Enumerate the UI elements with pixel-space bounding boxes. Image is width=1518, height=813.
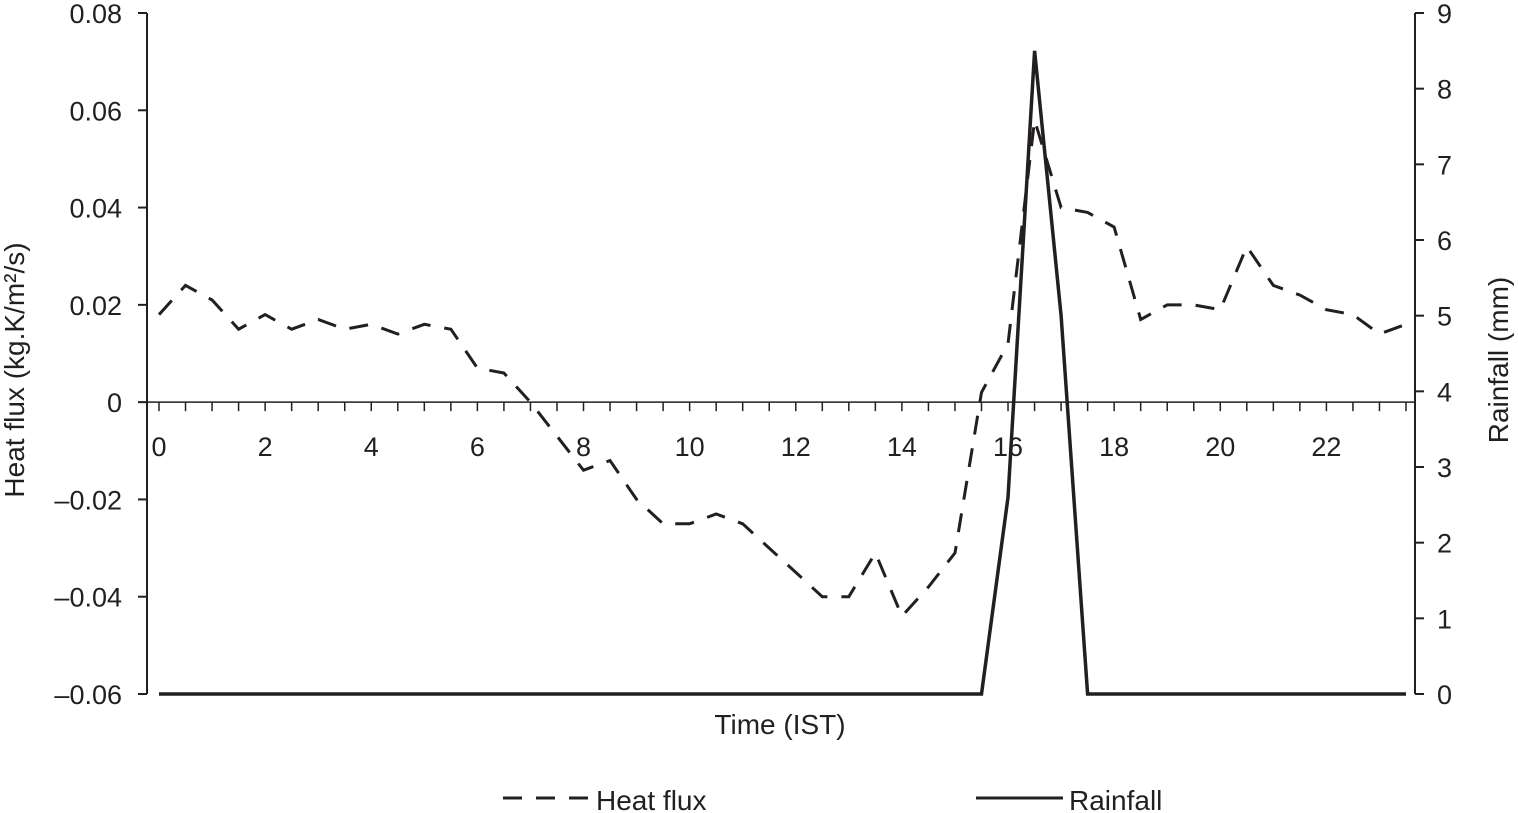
left-axis-tick-label: 0.04 [69, 194, 122, 224]
legend-heat-flux-label: Heat flux [596, 785, 707, 813]
right-axis-tick-label: 8 [1437, 75, 1452, 105]
legend: Heat flux Rainfall [503, 785, 1162, 813]
right-axis-tick-label: 7 [1437, 150, 1452, 180]
right-axis: 9 8 7 6 5 4 3 2 1 0 [1414, 0, 1452, 710]
legend-rainfall-label: Rainfall [1069, 785, 1162, 813]
right-axis-tick-label: 0 [1437, 680, 1452, 710]
x-axis-tick-label: 8 [576, 432, 591, 462]
right-axis-tick-label: 5 [1437, 302, 1452, 332]
series-line-rainfall [159, 50, 1406, 696]
left-axis-tick-label: 0 [107, 388, 122, 418]
left-axis: 0.08 0.06 0.04 0.02 0 –0.02 –0.04 –0.06 [54, 0, 148, 710]
x-axis-title: Time (IST) [714, 709, 845, 740]
right-axis-tick-label: 9 [1437, 0, 1452, 29]
y-axis-left-title: Heat flux (kg.K/m²/s) [0, 242, 30, 497]
x-axis-tick-label: 10 [675, 432, 705, 462]
x-axis-tick-label: 2 [258, 432, 273, 462]
right-axis-tick-label: 1 [1437, 604, 1452, 634]
x-axis-tick-label: 22 [1311, 432, 1341, 462]
right-axis-tick-label: 3 [1437, 453, 1452, 483]
right-axis-tick-label: 6 [1437, 226, 1452, 256]
x-axis-tick-label: 16 [993, 432, 1023, 462]
y-axis-right-title: Rainfall (mm) [1483, 277, 1514, 443]
right-axis-tick-label: 2 [1437, 529, 1452, 559]
x-axis-tick-label: 6 [470, 432, 485, 462]
x-axis-tick-label: 0 [151, 432, 166, 462]
left-axis-tick-label: –0.06 [54, 680, 122, 710]
x-axis-tick-label: 4 [364, 432, 379, 462]
left-axis-tick-label: –0.02 [54, 485, 122, 515]
x-axis-tick-label: 14 [887, 432, 917, 462]
x-axis-tick-label: 18 [1099, 432, 1129, 462]
left-axis-tick-label: 0.02 [69, 291, 122, 321]
x-axis: 0 2 4 6 8 10 12 14 16 18 20 22 [147, 401, 1415, 462]
x-axis-tick-label: 12 [781, 432, 811, 462]
right-axis-tick-label: 4 [1437, 377, 1452, 407]
left-axis-tick-label: 0.06 [69, 96, 122, 126]
series-line-heat-flux [157, 119, 1407, 619]
x-axis-tick-label: 20 [1205, 432, 1235, 462]
series-layer [157, 50, 1407, 696]
left-axis-tick-label: 0.08 [69, 0, 122, 29]
left-axis-tick-label: –0.04 [54, 583, 122, 613]
